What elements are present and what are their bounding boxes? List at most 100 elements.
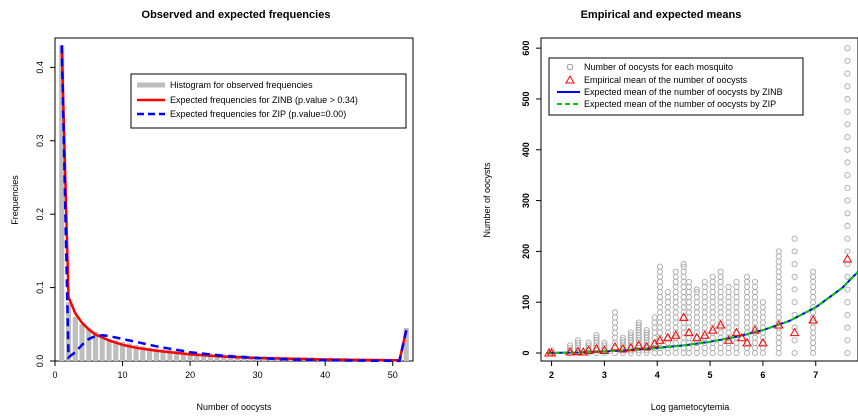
oocyst-point <box>751 304 759 311</box>
histogram-bar <box>106 338 112 361</box>
oocyst-point <box>672 268 679 275</box>
oocyst-point <box>656 294 663 301</box>
oocyst-point <box>844 108 851 115</box>
oocyst-point <box>775 294 782 301</box>
oocyst-point <box>709 334 716 341</box>
histogram-bar <box>403 327 409 361</box>
oocyst-point <box>717 283 724 291</box>
empirical-mean-marker <box>678 312 689 321</box>
oocyst-point <box>693 304 700 311</box>
empirical-mean-marker <box>573 346 583 355</box>
left-legend-label-zinb: Expected frequencies for ZINB (p.value >… <box>170 95 358 105</box>
oocyst-point <box>709 299 716 306</box>
oocyst-point <box>733 344 740 351</box>
oocyst-point <box>701 299 708 306</box>
right-legend-swatch-points <box>566 63 574 71</box>
oocyst-point <box>701 288 708 296</box>
left-chart: Observed and expected frequencies Number… <box>10 9 414 412</box>
oocyst-point <box>693 319 700 326</box>
oocyst-point <box>733 319 740 326</box>
oocyst-point <box>585 342 592 349</box>
oocyst-point <box>759 319 766 326</box>
oocyst-point <box>733 278 740 285</box>
oocyst-point <box>693 294 700 301</box>
oocyst-point <box>685 283 692 291</box>
oocyst-point <box>701 309 708 316</box>
oocyst-point <box>744 304 751 311</box>
oocyst-point <box>635 322 642 329</box>
y-tick-label: 0.0 <box>35 355 45 368</box>
oocyst-point <box>733 349 740 357</box>
empirical-mean-marker <box>691 332 702 342</box>
oocyst-point <box>744 349 751 357</box>
empirical-mean-marker <box>618 343 628 353</box>
oocyst-point <box>725 304 732 311</box>
oocyst-point <box>717 329 724 336</box>
oocyst-point <box>775 283 782 291</box>
histogram-bar <box>72 316 78 361</box>
oocyst-point <box>744 324 751 331</box>
oocyst-point <box>709 278 716 285</box>
oocyst-point <box>717 309 724 316</box>
oocyst-point <box>709 314 716 321</box>
oocyst-point <box>844 248 851 255</box>
oocyst-point <box>810 288 817 296</box>
oocyst-point <box>664 349 671 357</box>
oocyst-point <box>709 288 716 296</box>
empirical-mean-marker <box>699 330 710 339</box>
oocyst-point <box>672 288 679 296</box>
right-legend-label-zip: Expected mean of the number of oocysts b… <box>584 99 776 109</box>
oocyst-point <box>619 334 626 341</box>
empirical-mean-marker <box>789 327 800 337</box>
left-x-axis-label: Number of oocysts <box>196 402 272 412</box>
oocyst-point <box>656 268 663 275</box>
oocyst-point <box>651 329 658 336</box>
oocyst-point <box>701 349 708 357</box>
oocyst-point <box>844 261 851 268</box>
zip-expected-line <box>60 45 408 363</box>
oocyst-point <box>791 299 798 306</box>
empirical-mean-marker <box>736 332 747 342</box>
empirical-mean-marker <box>546 347 557 357</box>
oocyst-point <box>656 288 663 296</box>
right-y-ticks: 0 100 200 300 400 500 600 <box>521 41 541 356</box>
oocyst-point <box>709 294 716 301</box>
oocyst-point <box>611 324 619 331</box>
oocyst-point <box>680 349 687 357</box>
oocyst-point <box>717 278 724 285</box>
histogram-bar <box>174 350 180 361</box>
x-tick-label: 0 <box>52 370 57 380</box>
left-legend-label-zip: Expected frequencies for ZIP (p.value=0.… <box>170 109 346 119</box>
oocyst-point <box>656 273 663 280</box>
left-legend-label-histogram: Histogram for observed frequencies <box>170 80 313 90</box>
oocyst-point <box>844 184 851 191</box>
oocyst-point <box>574 337 582 344</box>
oocyst-point <box>709 319 716 326</box>
oocyst-point <box>744 294 751 301</box>
oocyst-point <box>844 45 851 52</box>
oocyst-point <box>844 235 851 242</box>
oocyst-point <box>709 283 716 291</box>
left-legend-box <box>130 73 407 129</box>
oocyst-point <box>672 319 679 326</box>
oocyst-point <box>751 344 759 351</box>
oocyst-point <box>844 273 851 280</box>
right-legend-label-points: Number of oocysts for each mosquito <box>584 62 733 72</box>
empirical-mean-marker <box>715 320 726 329</box>
oocyst-point <box>751 319 759 326</box>
oocyst-point <box>751 339 759 346</box>
y-tick-label: 500 <box>521 91 531 106</box>
oocyst-point <box>709 344 716 351</box>
histogram-bar <box>92 331 99 361</box>
oocyst-point <box>672 339 679 346</box>
oocyst-point <box>775 309 782 316</box>
oocyst-point <box>672 324 679 331</box>
right-empirical-means <box>544 254 853 357</box>
empirical-mean-marker <box>641 341 652 351</box>
oocyst-point <box>775 258 782 265</box>
right-legend-box <box>548 57 804 116</box>
oocyst-point <box>744 319 751 326</box>
histogram-bar <box>126 343 132 361</box>
histogram-bar <box>187 352 193 361</box>
histogram-bar <box>194 352 200 361</box>
